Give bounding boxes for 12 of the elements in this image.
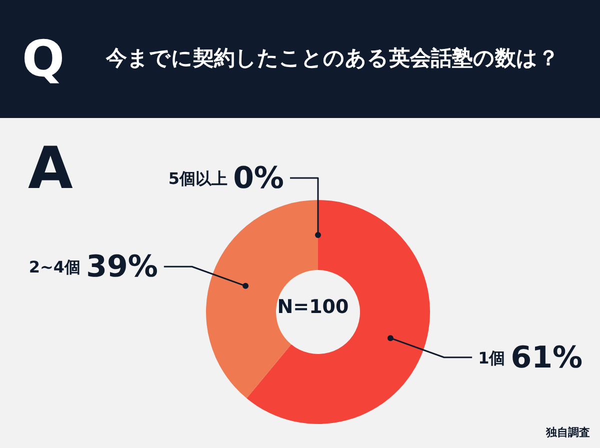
text: A: [28, 134, 73, 202]
donut-slice: [246, 200, 430, 424]
data-label: 61%: [510, 340, 583, 375]
chart-title: 今までに契約したことのある英会話塾の数は？: [106, 45, 559, 72]
slice-label: 2~4個: [28, 257, 86, 276]
category-label: 5個以上: [168, 168, 228, 188]
slice-label: 1個: [478, 348, 511, 367]
data-label: 39%: [86, 249, 158, 284]
text: N=100: [276, 296, 350, 318]
text: 独自調査: [546, 425, 590, 440]
text: Q: [22, 30, 65, 88]
text: 0%: [233, 160, 284, 196]
